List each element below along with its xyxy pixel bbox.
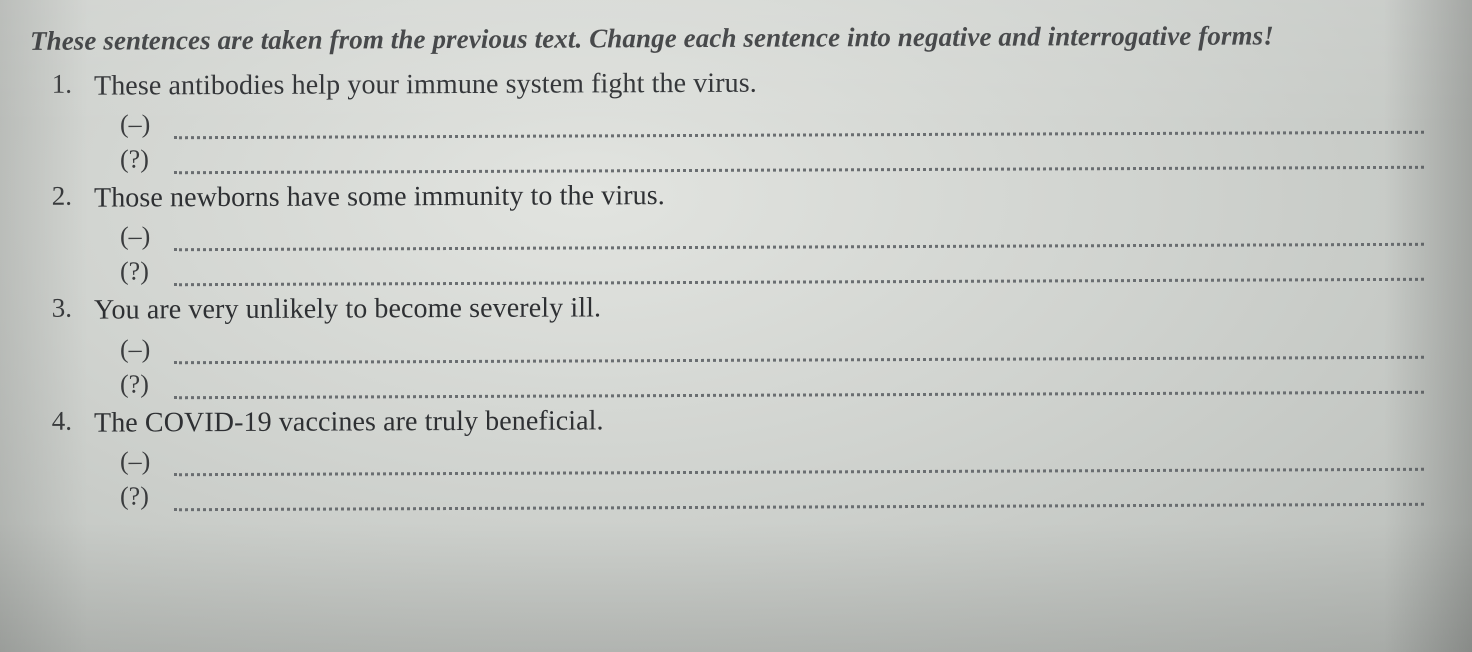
negative-row: (–) [120, 328, 1424, 365]
negative-marker: (–) [120, 334, 160, 364]
worksheet-page: These sentences are taken from the previ… [0, 0, 1472, 512]
interrogative-answer-input[interactable] [174, 363, 1424, 399]
interrogative-answer-input[interactable] [174, 250, 1424, 286]
interrogative-row: (?) [120, 475, 1424, 512]
question-list: 1. These antibodies help your immune sys… [20, 62, 1424, 512]
question-number: 2. [28, 181, 72, 212]
question-item: 1. These antibodies help your immune sys… [20, 62, 1424, 175]
negative-answer-input[interactable] [174, 440, 1424, 476]
interrogative-marker: (?) [120, 144, 160, 174]
interrogative-marker: (?) [120, 481, 160, 511]
question-item: 2. Those newborns have some immunity to … [20, 175, 1424, 288]
negative-answer-input[interactable] [174, 103, 1424, 139]
question-stem: The COVID-19 vaccines are truly benefici… [94, 400, 1424, 442]
instructions-text: These sentences are taken from the previ… [30, 18, 1424, 59]
negative-answer-input[interactable] [174, 215, 1424, 251]
negative-row: (–) [120, 440, 1424, 477]
question-stem: Those newborns have some immunity to the… [94, 175, 1424, 217]
interrogative-row: (?) [120, 138, 1424, 175]
negative-marker: (–) [120, 222, 160, 252]
negative-marker: (–) [120, 446, 160, 476]
question-item: 4. The COVID-19 vaccines are truly benef… [20, 400, 1424, 513]
question-number: 3. [28, 293, 72, 324]
question-number: 1. [28, 68, 72, 99]
interrogative-row: (?) [120, 363, 1424, 400]
interrogative-marker: (?) [120, 369, 160, 399]
question-item: 3. You are very unlikely to become sever… [20, 287, 1424, 400]
interrogative-answer-input[interactable] [174, 138, 1424, 174]
interrogative-answer-input[interactable] [174, 475, 1424, 511]
negative-answer-input[interactable] [174, 328, 1424, 364]
interrogative-marker: (?) [120, 257, 160, 287]
negative-marker: (–) [120, 109, 160, 139]
question-stem: You are very unlikely to become severely… [94, 287, 1424, 329]
question-number: 4. [28, 405, 72, 436]
question-stem: These antibodies help your immune system… [94, 62, 1424, 104]
interrogative-row: (?) [120, 250, 1424, 287]
negative-row: (–) [120, 103, 1424, 140]
negative-row: (–) [120, 215, 1424, 252]
